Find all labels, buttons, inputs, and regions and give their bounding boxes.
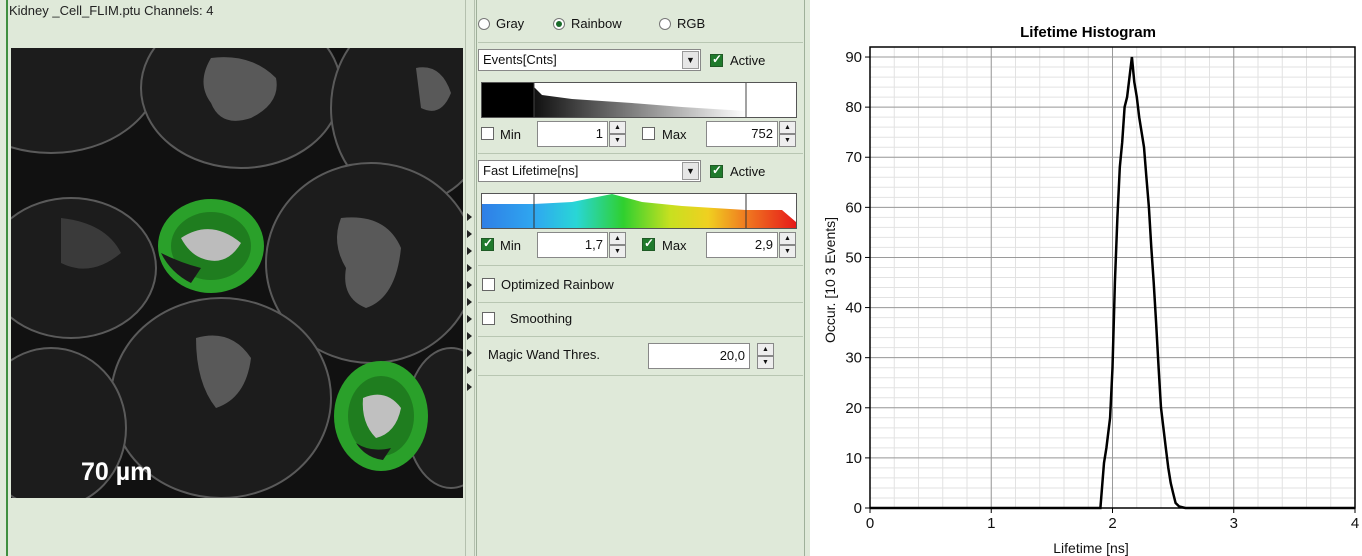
radio-rainbow-label: Rainbow: [571, 16, 622, 31]
y-tick-label: 50: [845, 249, 862, 266]
spin-up-icon[interactable]: ▲: [779, 121, 796, 134]
chevron-down-icon[interactable]: ▼: [682, 51, 699, 69]
panel-edge: [6, 0, 8, 556]
lifetime-channel-value: Fast Lifetime[ns]: [483, 163, 579, 178]
y-tick-label: 40: [845, 300, 862, 317]
lifetime-max-label: Max: [662, 238, 687, 253]
y-axis: 0 10 20 30 40 50 60 70 80 90: [845, 49, 870, 517]
splitter-arrow-icon[interactable]: [467, 264, 472, 272]
radio-gray[interactable]: Gray: [478, 16, 524, 31]
radio-rainbow[interactable]: Rainbow: [553, 16, 622, 31]
intensity-max-spinner[interactable]: ▲ ▼: [779, 121, 796, 147]
intensity-min-label: Min: [500, 127, 521, 142]
histogram-svg: Lifetime Histogram Lifetime [ns] Occur. …: [822, 24, 1359, 556]
intensity-min-spinner[interactable]: ▲ ▼: [609, 121, 626, 147]
spin-down-icon[interactable]: ▼: [609, 134, 626, 147]
lifetime-max-input[interactable]: 2,9: [706, 232, 778, 258]
x-axis-label: Lifetime [ns]: [1053, 540, 1128, 556]
chevron-down-icon[interactable]: ▼: [682, 162, 699, 180]
splitter-arrow-icon[interactable]: [467, 349, 472, 357]
intensity-max-input[interactable]: 752: [706, 121, 778, 147]
magic-wand-label: Magic Wand Thres.: [488, 347, 600, 362]
radio-gray-label: Gray: [496, 16, 525, 31]
lifetime-min-input[interactable]: 1,7: [537, 232, 608, 258]
x-tick-label: 0: [866, 515, 874, 532]
radio-gray-circle[interactable]: [478, 17, 490, 30]
y-tick-label: 0: [854, 500, 862, 517]
radio-rgb[interactable]: RGB: [659, 16, 705, 31]
intensity-channel-value: Events[Cnts]: [483, 52, 557, 67]
lifetime-min-label: Min: [500, 238, 521, 253]
intensity-min-checkbox[interactable]: [481, 127, 494, 140]
spin-down-icon[interactable]: ▼: [779, 134, 796, 147]
spin-up-icon[interactable]: ▲: [609, 121, 626, 134]
splitter-arrow-icon[interactable]: [467, 332, 472, 340]
splitter-arrow-icon[interactable]: [467, 298, 472, 306]
radio-rgb-label: RGB: [677, 16, 706, 31]
lifetime-max-spinner[interactable]: ▲ ▼: [779, 232, 796, 258]
magic-wand-input[interactable]: 20,0: [648, 343, 750, 369]
divider: [478, 302, 803, 303]
smoothing-label: Smoothing: [510, 311, 573, 326]
smoothing-checkbox[interactable]: [482, 312, 495, 325]
lifetime-channel-select[interactable]: Fast Lifetime[ns] ▼: [478, 160, 701, 182]
divider: [478, 265, 803, 266]
x-tick-label: 1: [987, 515, 995, 532]
splitter-arrow-icon[interactable]: [467, 247, 472, 255]
y-tick-label: 10: [845, 450, 862, 467]
y-tick-label: 30: [845, 350, 862, 367]
splitter-arrow-icon[interactable]: [467, 383, 472, 391]
radio-rainbow-circle[interactable]: [553, 17, 565, 30]
intensity-lut-histogram[interactable]: [481, 82, 797, 118]
intensity-max-label: Max: [662, 127, 687, 142]
y-tick-label: 90: [845, 49, 862, 66]
intensity-active-checkbox[interactable]: [710, 52, 723, 67]
scale-bar-label: 70 µm: [81, 458, 153, 486]
lifetime-active-label: Active: [730, 164, 766, 179]
radio-rgb-circle[interactable]: [659, 17, 671, 30]
image-title: Kidney _Cell_FLIM.ptu Channels: 4: [9, 3, 214, 18]
magic-wand-spinner[interactable]: ▲ ▼: [757, 343, 774, 369]
intensity-channel-select[interactable]: Events[Cnts] ▼: [478, 49, 701, 71]
x-tick-label: 3: [1230, 515, 1238, 532]
intensity-active-label: Active: [730, 53, 766, 68]
x-axis: 0 1 2 3 4: [866, 508, 1359, 532]
x-tick-label: 2: [1108, 515, 1116, 532]
y-tick-label: 60: [845, 199, 862, 216]
intensity-min-input[interactable]: 1: [537, 121, 608, 147]
divider: [478, 42, 803, 43]
spin-up-icon[interactable]: ▲: [779, 232, 796, 245]
spin-down-icon[interactable]: ▼: [779, 245, 796, 258]
splitter-arrow-icon[interactable]: [467, 230, 472, 238]
lifetime-min-spinner[interactable]: ▲ ▼: [609, 232, 626, 258]
lifetime-histogram-chart: Lifetime Histogram Lifetime [ns] Occur. …: [812, 0, 1362, 556]
flim-image[interactable]: 70 µm: [11, 48, 463, 498]
lifetime-lut-histogram[interactable]: [481, 193, 797, 229]
chart-title: Lifetime Histogram: [1020, 24, 1156, 41]
lifetime-min-checkbox[interactable]: [481, 236, 494, 251]
intensity-max-checkbox[interactable]: [642, 127, 655, 140]
splitter-arrow-icon[interactable]: [467, 315, 472, 323]
splitter-arrow-icon[interactable]: [467, 281, 472, 289]
y-tick-label: 70: [845, 149, 862, 166]
histogram-series-line: [870, 56, 1355, 510]
spin-down-icon[interactable]: ▼: [757, 356, 774, 369]
spin-up-icon[interactable]: ▲: [609, 232, 626, 245]
spin-down-icon[interactable]: ▼: [609, 245, 626, 258]
x-tick-label: 4: [1351, 515, 1359, 532]
divider: [478, 336, 803, 337]
splitter-arrow-icon[interactable]: [467, 366, 472, 374]
y-tick-label: 20: [845, 400, 862, 417]
lifetime-max-checkbox[interactable]: [642, 236, 655, 251]
lifetime-active-checkbox[interactable]: [710, 163, 723, 178]
optimized-rainbow-checkbox[interactable]: [482, 278, 495, 291]
optimized-rainbow-label: Optimized Rainbow: [501, 277, 614, 292]
spin-up-icon[interactable]: ▲: [757, 343, 774, 356]
splitter-arrow-icon[interactable]: [467, 213, 472, 221]
panel-splitter[interactable]: [465, 0, 475, 556]
divider: [478, 375, 803, 376]
y-axis-label: Occur. [10 3 Events]: [822, 217, 838, 343]
divider: [478, 153, 803, 154]
y-tick-label: 80: [845, 99, 862, 116]
